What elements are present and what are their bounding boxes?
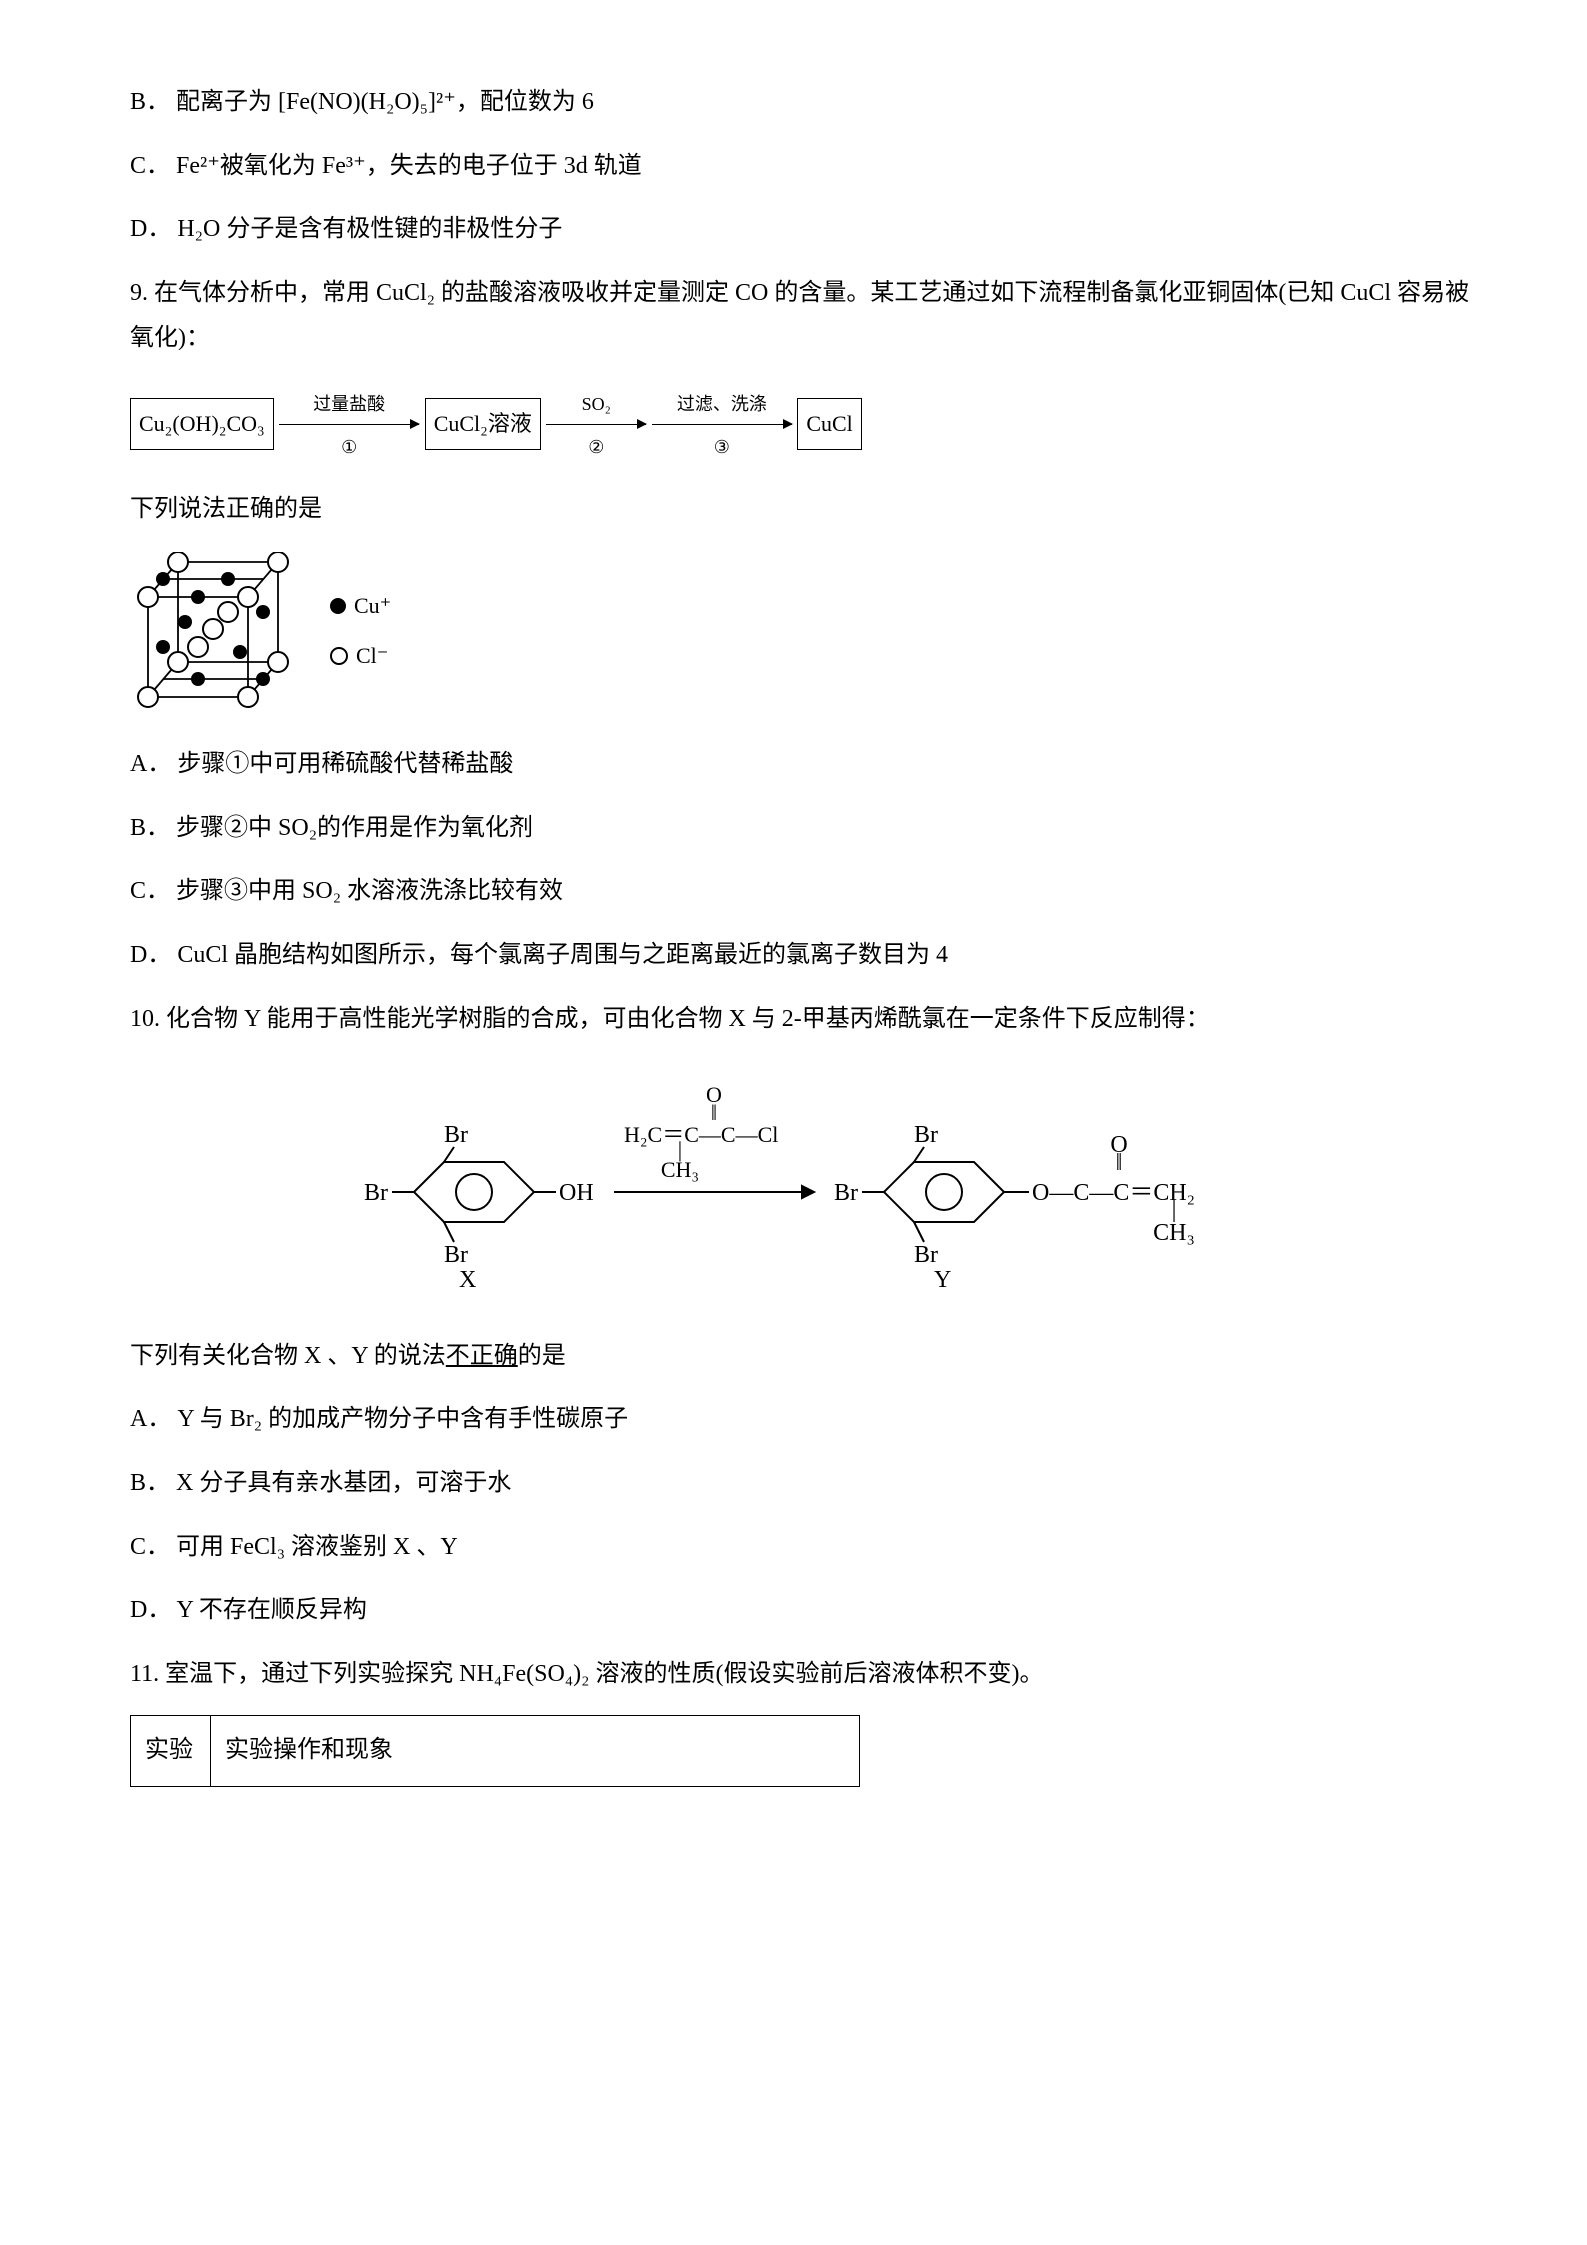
flow-arrow-2: SO₂ ② — [546, 382, 646, 467]
option-text: Y 与 Br₂ 的加成产物分子中含有手性碳原子 — [177, 1406, 628, 1432]
q9-option-c: C． 步骤③中用 SO₂ 水溶液洗涤比较有效 — [130, 869, 1477, 915]
arrow-bottom-label: ② — [588, 437, 604, 457]
experiment-table: 实验 实验操作和现象 — [130, 1715, 1477, 1787]
q10-option-a: A． Y 与 Br₂ 的加成产物分子中含有手性碳原子 — [130, 1397, 1477, 1443]
q10-stem: 10. 化合物 Y 能用于高性能光学树脂的合成，可由化合物 X 与 2-甲基丙烯… — [130, 997, 1477, 1043]
caption-text: 下列有关化合物 X 、Y 的说法不正确的是 — [130, 1343, 566, 1369]
q10-option-c: C． 可用 FeCl₃ 溶液鉴别 X 、Y — [130, 1525, 1477, 1571]
option-text: 步骤③中用 SO₂ 水溶液洗涤比较有效 — [176, 878, 563, 904]
svg-text:Br: Br — [444, 1242, 468, 1268]
arrow-top-label: SO₂ — [582, 394, 611, 414]
option-text: 可用 FeCl₃ 溶液鉴别 X 、Y — [176, 1534, 458, 1560]
svg-text:Br: Br — [834, 1180, 858, 1206]
q10-caption: 下列有关化合物 X 、Y 的说法不正确的是 — [130, 1334, 1477, 1380]
table-row: 实验 实验操作和现象 — [131, 1716, 860, 1787]
svg-text:OH: OH — [559, 1180, 594, 1206]
svg-text:CH₃: CH₃ — [1153, 1220, 1195, 1246]
svg-text:O―C―C＝CH₂: O―C―C＝CH₂ — [1032, 1180, 1195, 1206]
option-text: 步骤①中可用稀硫酸代替稀盐酸 — [177, 751, 513, 777]
svg-text:Y: Y — [934, 1267, 951, 1292]
question-text: 10. 化合物 Y 能用于高性能光学树脂的合成，可由化合物 X 与 2-甲基丙烯… — [130, 1006, 1210, 1032]
q9-option-b: B． 步骤②中 SO₂的作用是作为氧化剂 — [130, 806, 1477, 852]
svg-text:Br: Br — [914, 1242, 938, 1268]
option-label: D． — [130, 942, 171, 968]
reaction-svg: Br Br Br OH X O ‖ H₂C＝C―C―Cl | CH₃ — [304, 1062, 1304, 1292]
q9-option-d: D． CuCl 晶胞结构如图所示，每个氯离子周围与之距离最近的氯离子数目为 4 — [130, 933, 1477, 979]
svg-text:‖: ‖ — [1115, 1150, 1122, 1176]
table-header-2: 实验操作和现象 — [211, 1716, 860, 1787]
legend-cu-text: Cu⁺ — [354, 585, 391, 627]
option-text: Y 不存在顺反异构 — [176, 1597, 366, 1623]
option-text: CuCl 晶胞结构如图所示，每个氯离子周围与之距离最近的氯离子数目为 4 — [177, 942, 948, 968]
option-label: B． — [130, 89, 170, 115]
q9-stem: 9. 在气体分析中，常用 CuCl₂ 的盐酸溶液吸收并定量测定 CO 的含量。某… — [130, 271, 1477, 362]
option-text: Fe²⁺被氧化为 Fe³⁺，失去的电子位于 3d 轨道 — [176, 153, 642, 179]
legend-cl: Cl⁻ — [330, 635, 391, 677]
reaction-diagram: Br Br Br OH X O ‖ H₂C＝C―C―Cl | CH₃ — [130, 1062, 1477, 1309]
flow-box-1: Cu₂(OH)₂CO₃ — [130, 398, 274, 450]
legend-cl-text: Cl⁻ — [356, 635, 388, 677]
flow-diagram: Cu₂(OH)₂CO₃ 过量盐酸 ① CuCl₂溶液 SO₂ ② 过滤、洗涤 ③… — [130, 382, 1477, 467]
flow-box-3: CuCl — [797, 398, 861, 450]
option-label: C． — [130, 153, 170, 179]
option-label: A． — [130, 1406, 171, 1432]
option-label: C． — [130, 878, 170, 904]
option-label: B． — [130, 1470, 170, 1496]
option-label: C． — [130, 1534, 170, 1560]
q8-option-c: C． Fe²⁺被氧化为 Fe³⁺，失去的电子位于 3d 轨道 — [130, 144, 1477, 190]
option-text: H₂O 分子是含有极性键的非极性分子 — [177, 216, 562, 242]
option-text: 配离子为 [Fe(NO)(H₂O)₅]²⁺，配位数为 6 — [176, 89, 594, 115]
crystal-svg — [130, 552, 305, 717]
q9-caption: 下列说法正确的是 — [130, 487, 1477, 533]
flow-arrow-1: 过量盐酸 ① — [279, 382, 419, 467]
q10-option-b: B． X 分子具有亲水基团，可溶于水 — [130, 1461, 1477, 1507]
option-text: X 分子具有亲水基团，可溶于水 — [176, 1470, 511, 1496]
option-text: 步骤②中 SO₂的作用是作为氧化剂 — [176, 815, 533, 841]
arrow-bottom-label: ① — [341, 437, 357, 457]
svg-text:Br: Br — [364, 1180, 388, 1206]
table-header-1: 实验 — [131, 1716, 211, 1787]
option-label: D． — [130, 1597, 171, 1623]
q9-option-a: A． 步骤①中可用稀硫酸代替稀盐酸 — [130, 742, 1477, 788]
flow-box-2: CuCl₂溶液 — [425, 398, 541, 450]
flow-arrow-3: 过滤、洗涤 ③ — [652, 382, 792, 467]
option-label: D． — [130, 216, 171, 242]
q10-option-d: D． Y 不存在顺反异构 — [130, 1588, 1477, 1634]
option-label: A． — [130, 751, 171, 777]
svg-text:Br: Br — [914, 1122, 938, 1148]
crystal-legend: Cu⁺ Cl⁻ — [330, 585, 391, 685]
arrow-top-label: 过量盐酸 — [313, 394, 385, 414]
q8-option-b: B． 配离子为 [Fe(NO)(H₂O)₅]²⁺，配位数为 6 — [130, 80, 1477, 126]
svg-text:CH₃: CH₃ — [660, 1157, 698, 1182]
svg-text:X: X — [459, 1267, 476, 1292]
arrow-bottom-label: ③ — [714, 437, 730, 457]
question-text: 9. 在气体分析中，常用 CuCl₂ 的盐酸溶液吸收并定量测定 CO 的含量。某… — [130, 280, 1469, 352]
q8-option-d: D． H₂O 分子是含有极性键的非极性分子 — [130, 207, 1477, 253]
svg-text:Br: Br — [444, 1122, 468, 1148]
q11-stem: 11. 室温下，通过下列实验探究 NH₄Fe(SO₄)₂ 溶液的性质(假设实验前… — [130, 1652, 1477, 1698]
option-label: B． — [130, 815, 170, 841]
crystal-structure-diagram: Cu⁺ Cl⁻ — [130, 552, 1477, 717]
question-text: 11. 室温下，通过下列实验探究 NH₄Fe(SO₄)₂ 溶液的性质(假设实验前… — [130, 1661, 1044, 1687]
empty-dot-icon — [330, 647, 348, 665]
svg-text:H₂C＝C―C―Cl: H₂C＝C―C―Cl — [624, 1122, 778, 1147]
legend-cu: Cu⁺ — [330, 585, 391, 627]
filled-dot-icon — [330, 598, 346, 614]
arrow-top-label: 过滤、洗涤 — [677, 394, 767, 414]
